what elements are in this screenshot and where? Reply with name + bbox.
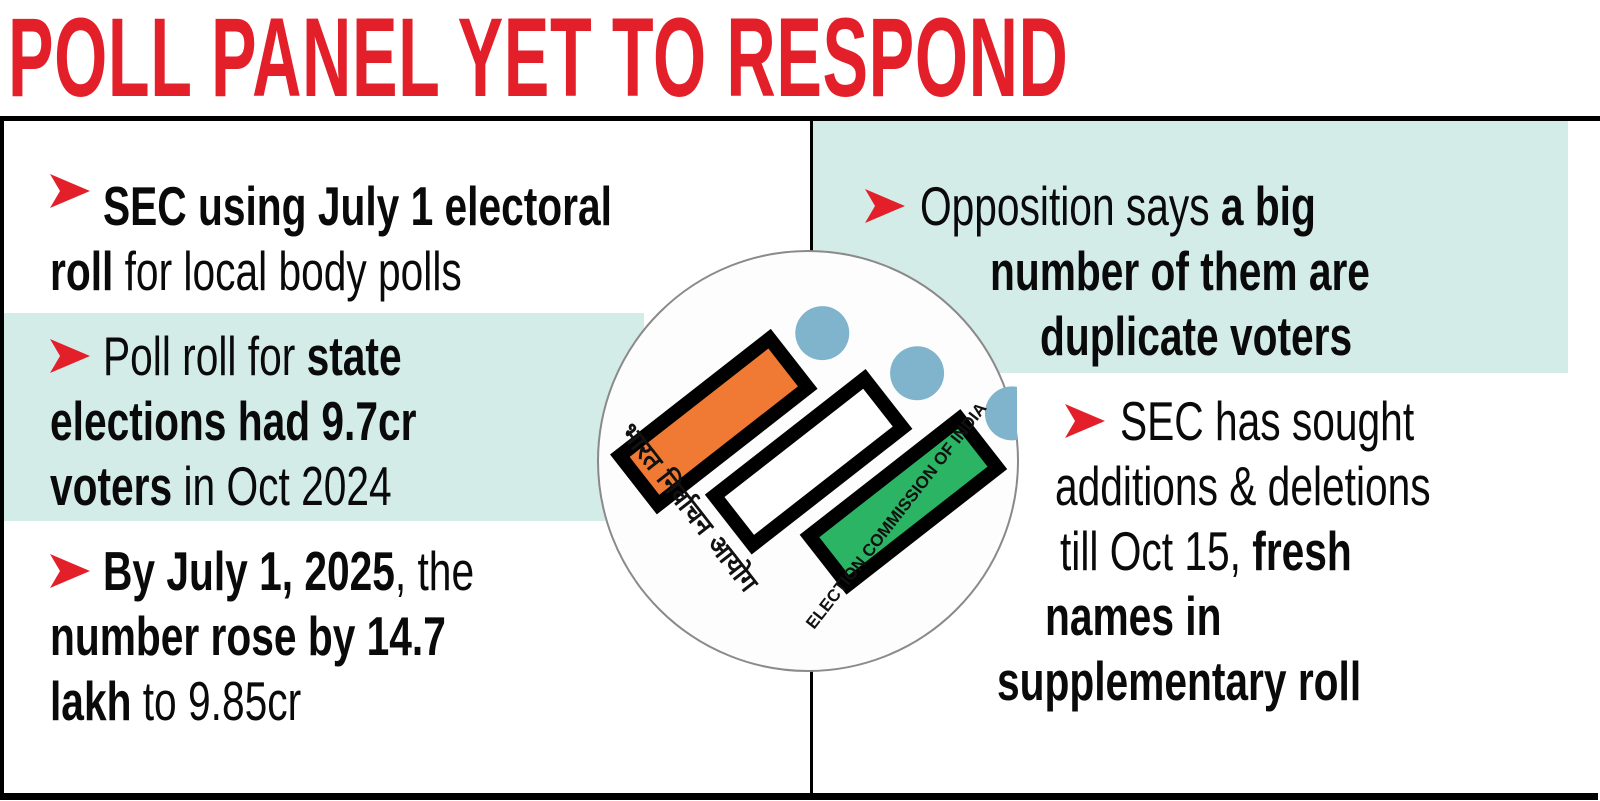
left-bullet-line: number rose by 14.7 (50, 605, 446, 667)
text: , the (394, 540, 475, 602)
right-bullet-line: number of them are (990, 240, 1370, 302)
bold-text: supplementary roll (997, 650, 1362, 712)
bold-text: SEC using July 1 electoral (103, 175, 612, 237)
dot (795, 306, 850, 361)
left-bullet-line: lakh to 9.85cr (50, 670, 301, 732)
bold-text: number of them are (990, 240, 1370, 302)
bold-text: a big (1220, 175, 1316, 237)
bullet-arrow-icon (50, 339, 90, 373)
left-bullet-line: voters in Oct 2024 (50, 455, 392, 517)
bold-text: voters (50, 455, 173, 517)
bold-text: elections had 9.7cr (50, 390, 417, 452)
bullet-arrow-icon (50, 554, 90, 588)
right-bullet-line: additions & deletions (1055, 455, 1431, 517)
bold-text: duplicate voters (1040, 305, 1353, 367)
top-rule (0, 116, 1600, 121)
bold-text: roll (50, 240, 114, 302)
left-rule (0, 116, 4, 798)
left-highlight-band (4, 313, 644, 521)
bold-text: By July 1, 2025 (103, 540, 395, 602)
right-bullet-line: supplementary roll (997, 650, 1361, 712)
right-bullet-line: till Oct 15, fresh (1060, 520, 1352, 582)
text: for local body polls (113, 240, 462, 302)
left-bullet-line: Poll roll for state (103, 325, 402, 387)
text: SEC has sought (1120, 390, 1415, 452)
headline: POLL PANEL YET TO RESPOND (8, 0, 1069, 120)
right-bullet-line: Opposition says a big (920, 175, 1316, 237)
left-bullet-line: elections had 9.7cr (50, 390, 416, 452)
text: in Oct 2024 (172, 455, 392, 517)
right-bullet-line: names in (1045, 585, 1221, 647)
right-bullet-line: SEC has sought (1120, 390, 1414, 452)
bold-text: state (306, 325, 402, 387)
text: Opposition says (920, 175, 1221, 237)
bottom-rule (0, 793, 1598, 800)
bullet-arrow-icon (50, 174, 90, 208)
orange-bar (610, 328, 818, 515)
dot (890, 346, 945, 401)
white-bar (704, 369, 913, 555)
bullet-arrow-icon (865, 189, 905, 223)
green-bar (799, 409, 1008, 595)
bullet-arrow-icon (1065, 404, 1105, 438)
right-bullet-line: duplicate voters (1040, 305, 1352, 367)
bold-text: fresh (1252, 520, 1352, 582)
election-commission-logo: भारत निर्वाचन आयोग ELECTION COMMISSION O… (597, 250, 1039, 672)
text: Poll roll for (103, 325, 307, 387)
text: till Oct 15, (1060, 520, 1253, 582)
bold-text: number rose by 14.7 (50, 605, 446, 667)
left-bullet-line: SEC using July 1 electoral (103, 175, 612, 237)
text: additions & deletions (1055, 455, 1431, 517)
left-bullet-line: By July 1, 2025, the (103, 540, 474, 602)
left-bullet-line: roll for local body polls (50, 240, 462, 302)
bold-text: names in (1045, 585, 1222, 647)
bold-text: lakh (50, 670, 132, 732)
text: to 9.85cr (131, 670, 302, 732)
